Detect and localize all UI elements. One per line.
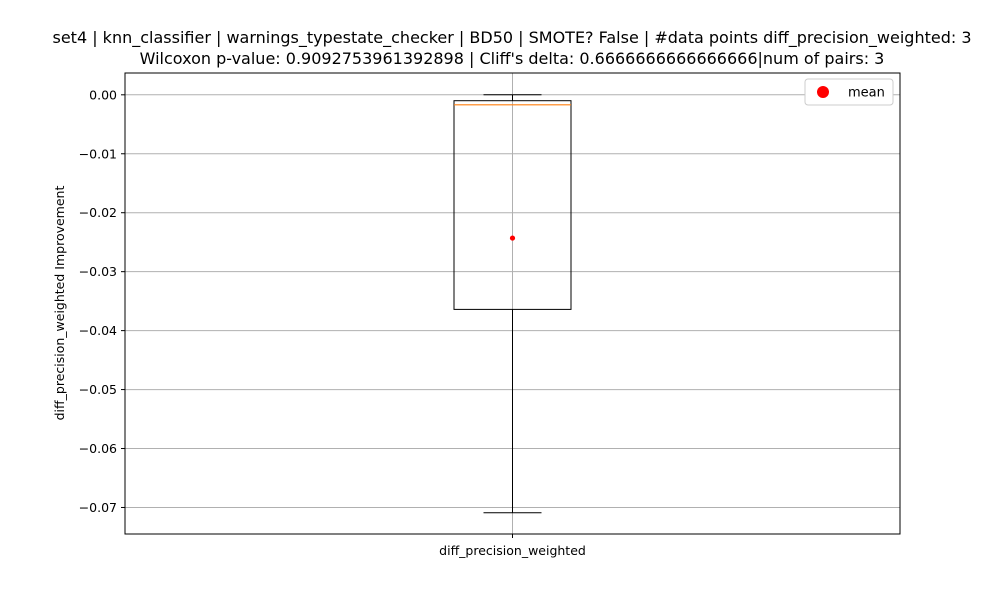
chart-title-line1: set4 | knn_classifier | warnings_typesta… <box>52 28 971 48</box>
y-tick-label: −0.02 <box>79 205 117 220</box>
y-tick-label: −0.03 <box>79 264 117 279</box>
box-iqr <box>453 100 572 310</box>
y-tick-label: −0.01 <box>79 146 117 161</box>
y-axis-label: diff_precision_weighted Improvement <box>52 186 67 421</box>
legend[interactable]: mean <box>804 78 894 106</box>
y-tick-label: −0.06 <box>79 441 117 456</box>
chart-title-line2: Wilcoxon p-value: 0.9092753961392898 | C… <box>140 49 885 68</box>
y-tick-label: −0.04 <box>79 323 117 338</box>
legend-mean-label: mean <box>848 86 885 101</box>
x-ticks: diff_precision_weighted <box>439 534 586 558</box>
y-ticks: 0.00 −0.01 −0.02 −0.03 −0.04 −0.05 −0.06 −0.07 <box>79 87 125 515</box>
y-tick-label: −0.05 <box>79 382 117 397</box>
legend-mean-marker <box>817 86 829 98</box>
x-tick-label: diff_precision_weighted <box>439 543 586 558</box>
mean-marker <box>509 235 516 241</box>
y-tick-label: −0.07 <box>79 500 117 515</box>
legend-frame <box>804 78 894 106</box>
y-tick-label: 0.00 <box>89 87 117 102</box>
box-layer <box>453 94 572 514</box>
